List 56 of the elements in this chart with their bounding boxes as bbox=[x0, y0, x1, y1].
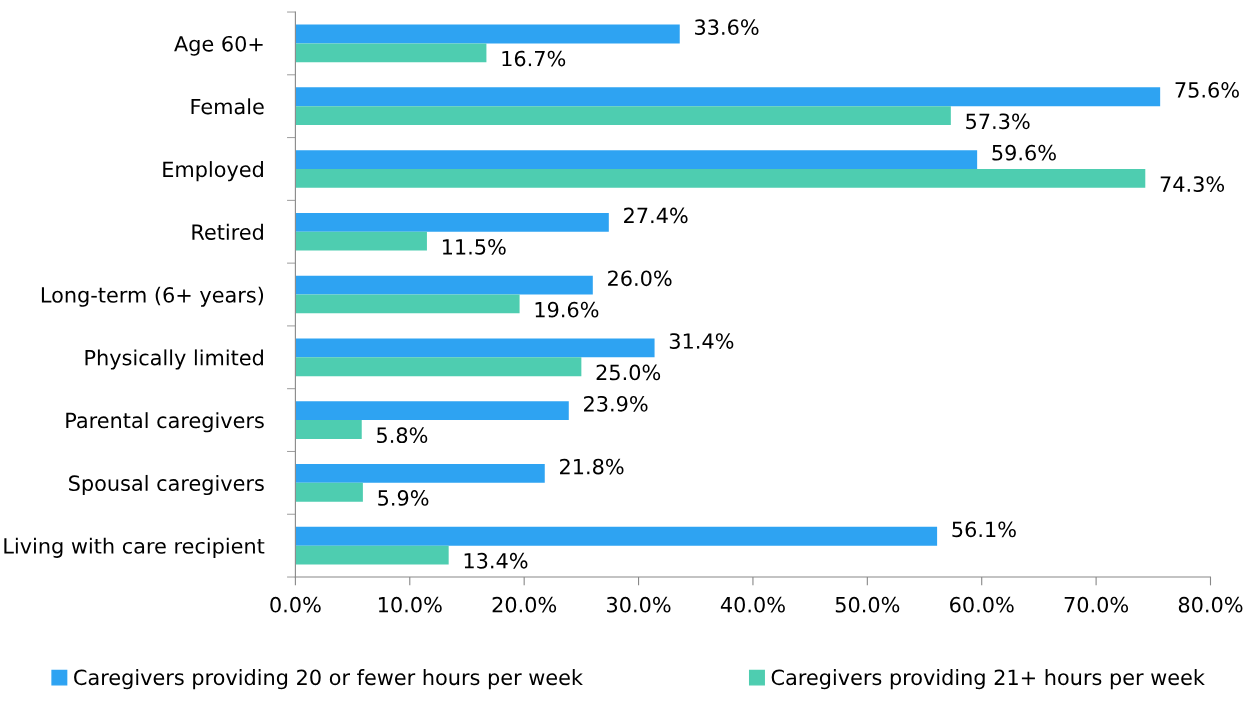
bar bbox=[295, 212, 609, 232]
x-tick-label: 60.0% bbox=[950, 596, 1014, 613]
data-label: 26.0% bbox=[608, 270, 672, 287]
data-label: 5.8% bbox=[377, 427, 428, 444]
x-tick-label: 0.0% bbox=[270, 596, 321, 613]
data-label: 25.0% bbox=[596, 364, 661, 381]
bar bbox=[295, 464, 545, 483]
bar bbox=[295, 401, 569, 421]
y-tick-label: Age 60+ bbox=[174, 35, 263, 56]
y-tick-label: Physically limited bbox=[85, 349, 263, 370]
bar bbox=[295, 231, 427, 251]
data-label: 57.3% bbox=[966, 113, 1030, 130]
bar bbox=[295, 87, 1161, 107]
data-label: 13.4% bbox=[464, 552, 528, 569]
x-tick-label: 20.0% bbox=[492, 596, 557, 613]
legend-label: Caregivers providing 20 or fewer hours per week bbox=[74, 669, 583, 690]
x-tick-label: 50.0% bbox=[835, 596, 900, 613]
y-tick-label: Employed bbox=[163, 161, 263, 182]
bar bbox=[295, 275, 593, 295]
bar bbox=[295, 150, 978, 169]
bar bbox=[295, 526, 938, 546]
data-label: 19.6% bbox=[535, 301, 599, 318]
data-label: 27.4% bbox=[624, 207, 688, 224]
bar bbox=[295, 338, 655, 358]
bar bbox=[295, 482, 363, 502]
data-label: 59.6% bbox=[992, 144, 1056, 161]
y-tick-label: Retired bbox=[192, 223, 263, 240]
data-label: 31.4% bbox=[669, 333, 734, 349]
bar bbox=[295, 168, 1146, 188]
y-tick-label: Long-term (6+ years) bbox=[41, 286, 264, 307]
bar bbox=[295, 420, 362, 439]
bar bbox=[295, 357, 582, 377]
data-label: 56.1% bbox=[952, 521, 1016, 538]
legend-label: Caregivers providing 21+ hours per week bbox=[771, 669, 1205, 690]
y-tick-label: Parental caregivers bbox=[66, 412, 264, 433]
data-label: 23.9% bbox=[584, 395, 648, 412]
data-label: 21.8% bbox=[560, 458, 624, 475]
data-label: 11.5% bbox=[442, 238, 506, 255]
bar bbox=[295, 43, 487, 63]
y-tick-label: Living with care recipient bbox=[4, 537, 265, 558]
x-tick-label: 80.0% bbox=[1178, 596, 1243, 613]
x-tick-label: 70.0% bbox=[1064, 596, 1129, 613]
data-label: 33.6% bbox=[695, 19, 759, 36]
bar bbox=[295, 545, 449, 565]
bar bbox=[295, 24, 680, 44]
x-tick-label: 30.0% bbox=[607, 596, 671, 613]
data-label: 5.9% bbox=[378, 490, 429, 506]
data-label: 16.7% bbox=[502, 50, 566, 67]
data-label: 75.6% bbox=[1175, 82, 1239, 98]
x-tick-label: 40.0% bbox=[720, 596, 785, 613]
y-tick-label: Female bbox=[191, 98, 264, 115]
x-tick-label: 10.0% bbox=[378, 596, 442, 613]
y-tick-label: Spousal caregivers bbox=[69, 474, 264, 496]
bar bbox=[295, 106, 951, 126]
data-label: 74.3% bbox=[1160, 176, 1225, 192]
bar bbox=[295, 294, 520, 314]
